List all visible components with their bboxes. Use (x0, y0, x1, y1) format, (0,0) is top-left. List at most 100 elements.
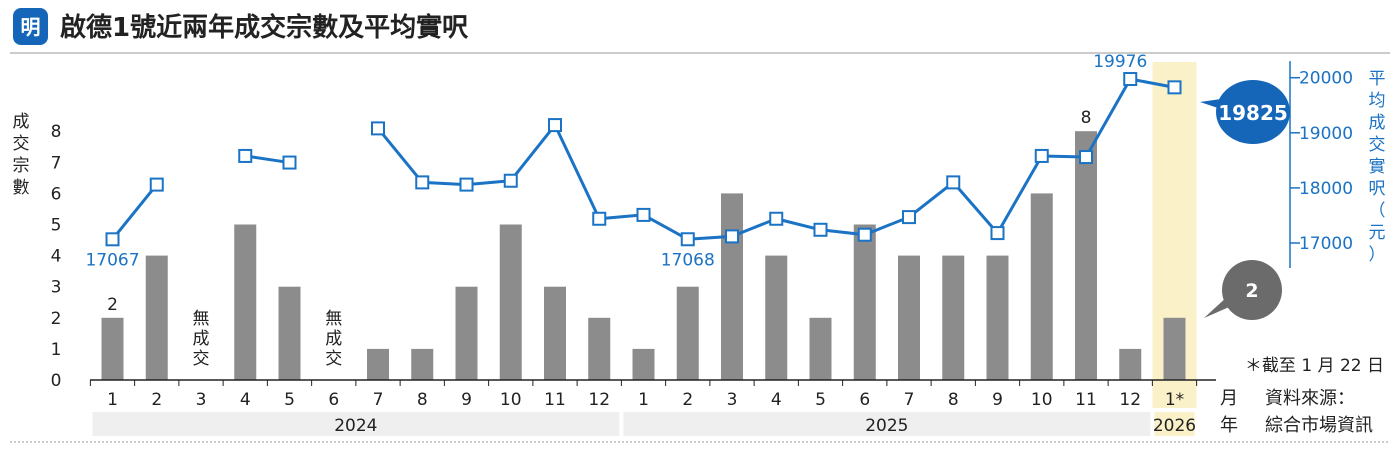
bar (898, 255, 920, 380)
no-trade-label-char: 無 (325, 309, 342, 329)
price-marker (636, 207, 651, 222)
bar (367, 348, 389, 380)
price-marker (503, 173, 518, 188)
price-marker (680, 232, 695, 247)
left-axis-title-char: 數 (13, 178, 30, 198)
price-value-label: 17068 (661, 250, 715, 270)
no-trade-label-char: 成 (193, 329, 210, 349)
right-axis-title-char: 實 (1369, 157, 1386, 177)
bar (853, 224, 876, 380)
x-tick-label: 7 (373, 390, 384, 410)
price-marker (725, 229, 739, 244)
x-tick-label: 3 (196, 390, 207, 410)
right-tick-label: 17000 (1299, 234, 1353, 254)
price-marker (813, 222, 828, 237)
year-label: 2025 (865, 416, 908, 436)
x-tick-label: 11 (1075, 390, 1097, 410)
bar (145, 255, 168, 380)
price-marker (371, 121, 385, 136)
right-axis-title-char: 元 (1369, 223, 1386, 243)
logo-text: 明 (21, 15, 41, 39)
price-callout: 19825 (1200, 80, 1290, 144)
year-label: 2026 (1153, 416, 1196, 436)
x-tick-label: 3 (727, 390, 738, 410)
bar (765, 255, 788, 380)
right-axis-title-char: 均 (1369, 91, 1386, 111)
footnote: ＊截至 1 月 22 日 (1245, 356, 1384, 376)
price-marker (946, 175, 961, 190)
right-axis-title-char: 成 (1369, 113, 1386, 133)
x-tick-label: 11 (544, 390, 566, 410)
no-trade-label-char: 交 (325, 349, 342, 369)
x-tick-label: 5 (815, 390, 826, 410)
count-callout-value: 2 (1245, 280, 1258, 302)
x-tick-label: 4 (240, 390, 251, 410)
price-marker (415, 175, 430, 190)
left-tick-label: 6 (51, 184, 62, 204)
right-tick-label: 20000 (1299, 69, 1353, 89)
right-axis-title-char: 平 (1369, 69, 1386, 89)
bar-value-label: 8 (1081, 108, 1092, 128)
price-line-segment (245, 154, 290, 165)
x-tick-label: 6 (328, 390, 339, 410)
price-marker (1167, 80, 1182, 95)
right-tick-label: 18000 (1299, 179, 1353, 199)
price-marker (459, 177, 474, 192)
price-marker (1079, 150, 1093, 165)
x-tick-label: 10 (500, 390, 522, 410)
price-callout-value: 19825 (1218, 101, 1288, 125)
year-band (623, 412, 1151, 436)
x-tick-label: 6 (859, 390, 870, 410)
left-tick-label: 2 (51, 309, 62, 329)
bar-value-label: 2 (107, 295, 118, 315)
bar-layer (101, 131, 1186, 380)
price-marker (105, 232, 120, 247)
x-tick-label: 7 (904, 390, 915, 410)
left-tick-label: 4 (51, 247, 62, 267)
logo-icon: 明 (13, 8, 48, 45)
bar (499, 224, 522, 380)
left-tick-label: 5 (51, 216, 62, 236)
x-tick-label: 2 (151, 390, 162, 410)
x-tick-label: 8 (417, 390, 428, 410)
bar (986, 255, 1009, 380)
month-axis-label: 月 (1220, 388, 1238, 409)
bar (1075, 131, 1097, 380)
right-axis-title-char: （ (1369, 201, 1386, 221)
x-tick-label: 1* (1165, 390, 1184, 410)
right-axis-title-char: 交 (1369, 135, 1386, 155)
bar (721, 193, 743, 380)
year-label: 2024 (334, 416, 377, 436)
x-tick-label: 10 (1031, 390, 1053, 410)
x-tick-label: 12 (1119, 390, 1141, 410)
price-marker (149, 177, 164, 192)
bar (942, 255, 965, 380)
source-name: 綜合市場資訊 (1265, 415, 1373, 436)
bar (544, 286, 566, 380)
line-layer (105, 72, 1182, 247)
right-axis-title-char: ） (1369, 245, 1386, 265)
bar (588, 317, 611, 380)
x-tick-label: 1 (638, 390, 649, 410)
right-axis-title-char: 呎 (1369, 179, 1386, 199)
left-tick-label: 3 (51, 278, 62, 298)
price-marker (548, 118, 562, 133)
bar (632, 348, 655, 380)
price-marker (238, 148, 253, 163)
bar (676, 286, 699, 380)
x-tick-label: 1 (107, 390, 118, 410)
price-marker (592, 211, 607, 226)
left-tick-label: 0 (51, 371, 62, 391)
price-marker (990, 226, 1005, 241)
left-axis-title-char: 宗 (13, 156, 30, 176)
left-axis-title-char: 交 (13, 134, 30, 154)
left-tick-label: 1 (51, 340, 62, 360)
bar (1163, 317, 1186, 380)
left-tick-label: 7 (51, 153, 62, 173)
bar (1030, 193, 1053, 380)
x-tick-label: 9 (461, 390, 472, 410)
